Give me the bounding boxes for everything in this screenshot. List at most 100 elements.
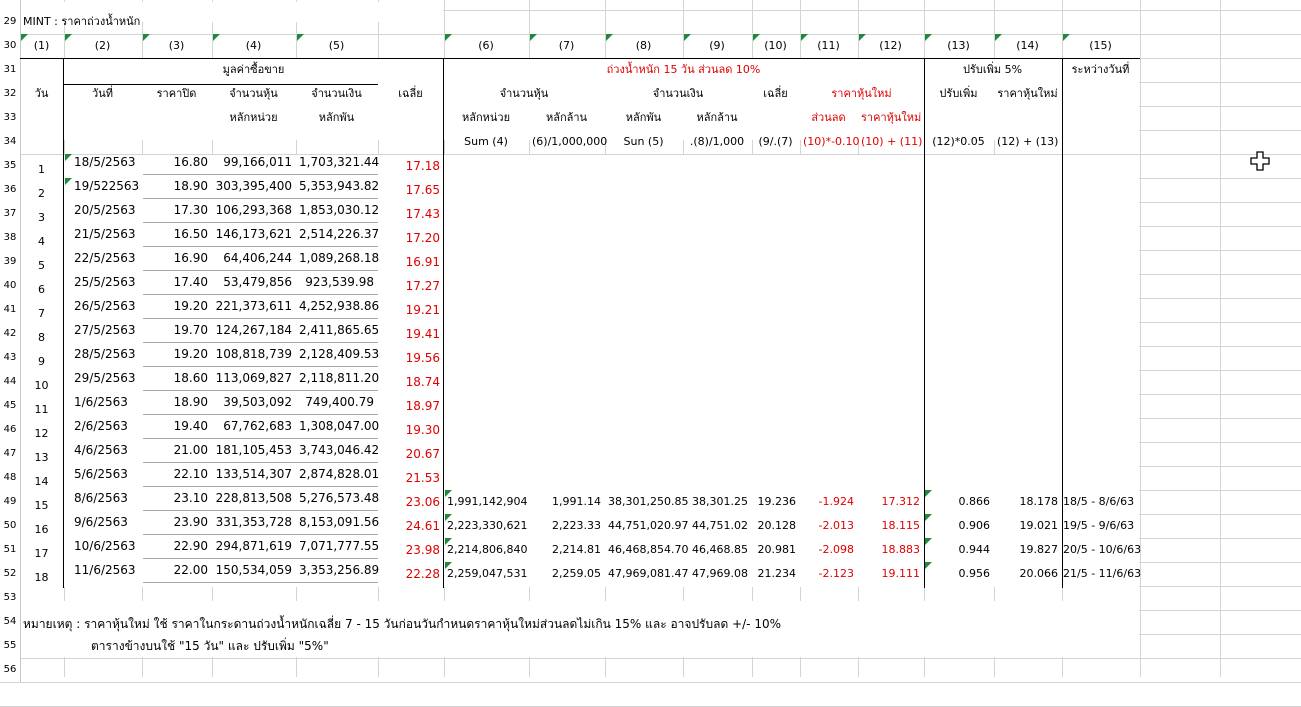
period-range[interactable]: 19/5 - 9/6/63 xyxy=(1063,519,1135,532)
row-header[interactable]: 52 xyxy=(0,562,21,586)
average-price[interactable]: 17.18 xyxy=(405,159,440,173)
day-number[interactable]: 18 xyxy=(34,571,49,584)
calc-cell[interactable]: 0.944 xyxy=(958,543,991,556)
row-header[interactable]: 33 xyxy=(0,106,21,130)
trade-date[interactable]: 26/5/2563 xyxy=(74,299,136,313)
day-number[interactable]: 15 xyxy=(34,499,49,512)
calc-cell[interactable]: 0.906 xyxy=(958,519,991,532)
row-header[interactable]: 44 xyxy=(0,370,21,394)
day-number[interactable]: 3 xyxy=(38,211,45,224)
share-volume[interactable]: 146,173,621 xyxy=(215,227,292,241)
trade-amount[interactable]: 1,308,047.00 xyxy=(299,419,380,433)
day-number[interactable]: 10 xyxy=(34,379,49,392)
close-price[interactable]: 16.90 xyxy=(173,251,208,265)
row-header[interactable]: 45 xyxy=(0,394,21,418)
trade-date[interactable]: 19/522563 xyxy=(74,179,140,193)
close-price[interactable]: 19.20 xyxy=(173,347,208,361)
unit-label[interactable]: หลักพัน xyxy=(318,111,355,124)
error-indicator-icon[interactable] xyxy=(297,34,304,41)
formula-label[interactable]: .(8)/1,000 xyxy=(689,135,745,148)
row-header[interactable]: 37 xyxy=(0,202,21,226)
row-header[interactable]: 48 xyxy=(0,466,21,490)
unit-label[interactable]: หลักล้าน xyxy=(545,111,588,124)
calc-cell[interactable]: 2,259,047,531 xyxy=(447,567,528,580)
calc-cell[interactable]: 0.866 xyxy=(958,495,991,508)
header-discount[interactable]: ส่วนลด xyxy=(811,111,846,124)
error-indicator-icon[interactable] xyxy=(65,154,72,161)
trade-amount[interactable]: 923,539.98 xyxy=(305,275,374,289)
calc-cell[interactable]: 46,468,854.70 xyxy=(608,543,689,556)
trade-amount[interactable]: 2,118,811.20 xyxy=(299,371,380,385)
share-volume[interactable]: 150,534,059 xyxy=(215,563,292,577)
share-volume[interactable]: 303,395,400 xyxy=(215,179,292,193)
trade-date[interactable]: 5/6/2563 xyxy=(74,467,128,481)
average-price[interactable]: 17.65 xyxy=(405,183,440,197)
share-volume[interactable]: 181,105,453 xyxy=(215,443,292,457)
calc-cell[interactable]: 18.115 xyxy=(881,519,921,532)
trade-amount[interactable]: 8,153,091.56 xyxy=(299,515,380,529)
column-number[interactable]: (12) xyxy=(879,39,902,52)
formula-label[interactable]: (12) + (13) xyxy=(997,135,1059,148)
close-price[interactable]: 22.10 xyxy=(173,467,208,481)
row-header[interactable]: 53 xyxy=(0,586,21,610)
column-number[interactable]: (1) xyxy=(33,39,50,52)
close-price[interactable]: 19.20 xyxy=(173,299,208,313)
calc-cell[interactable]: 44,751,020.97 xyxy=(608,519,689,532)
calc-cell[interactable]: 18.178 xyxy=(1019,495,1059,508)
error-indicator-icon[interactable] xyxy=(606,34,613,41)
row-header[interactable]: 35 xyxy=(0,154,21,178)
calc-cell[interactable]: 44,751.02 xyxy=(692,519,748,532)
calc-cell[interactable]: 2,259.05 xyxy=(552,567,601,580)
average-price[interactable]: 19.56 xyxy=(405,351,440,365)
trade-amount[interactable]: 3,353,256.89 xyxy=(299,563,380,577)
row-header[interactable]: 29 xyxy=(0,10,21,34)
period-range[interactable]: 20/5 - 10/6/63 xyxy=(1063,543,1142,556)
header-new-price[interactable]: ราคาหุ้นใหม่ xyxy=(831,87,892,100)
day-number[interactable]: 1 xyxy=(38,163,45,176)
formula-label[interactable]: (6)/1,000,000 xyxy=(532,135,608,148)
column-number[interactable]: (14) xyxy=(1016,39,1039,52)
average-price[interactable]: 22.28 xyxy=(405,567,440,581)
day-number[interactable]: 13 xyxy=(34,451,49,464)
calc-cell[interactable]: 0.956 xyxy=(958,567,991,580)
row-header[interactable]: 39 xyxy=(0,250,21,274)
row-header[interactable]: 31 xyxy=(0,58,21,82)
calc-cell[interactable]: -1.924 xyxy=(818,495,854,508)
average-price[interactable]: 17.20 xyxy=(405,231,440,245)
share-volume[interactable]: 294,871,619 xyxy=(215,539,292,553)
share-volume[interactable]: 64,406,244 xyxy=(223,251,292,265)
trade-date[interactable]: 4/6/2563 xyxy=(74,443,128,457)
row-header[interactable]: 56 xyxy=(0,658,21,682)
unit-label[interactable]: หลักหน่วย xyxy=(229,111,278,124)
close-price[interactable]: 17.40 xyxy=(173,275,208,289)
trade-date[interactable]: 21/5/2563 xyxy=(74,227,136,241)
close-price[interactable]: 18.90 xyxy=(173,395,208,409)
error-indicator-icon[interactable] xyxy=(445,562,452,569)
column-number[interactable]: (10) xyxy=(764,39,787,52)
calc-cell[interactable]: 2,214.81 xyxy=(552,543,601,556)
column-number[interactable]: (6) xyxy=(478,39,494,52)
calc-cell[interactable]: 47,969,081.47 xyxy=(608,567,689,580)
average-price[interactable]: 18.97 xyxy=(405,399,440,413)
share-volume[interactable]: 39,503,092 xyxy=(223,395,292,409)
header-close[interactable]: ราคาปิด xyxy=(156,87,197,100)
column-number[interactable]: (15) xyxy=(1089,39,1112,52)
error-indicator-icon[interactable] xyxy=(925,490,932,497)
average-price[interactable]: 19.41 xyxy=(405,327,440,341)
average-price[interactable]: 17.27 xyxy=(405,279,440,293)
row-header[interactable]: 40 xyxy=(0,274,21,298)
trade-date[interactable]: 28/5/2563 xyxy=(74,347,136,361)
formula-label[interactable]: (12)*0.05 xyxy=(932,135,985,148)
header-adjust-col[interactable]: ปรับเพิ่ม xyxy=(939,87,978,100)
share-volume[interactable]: 221,373,611 xyxy=(215,299,292,313)
note-text[interactable]: ตารางข้างบนใช้ "15 วัน" และ ปรับเพิ่ม "5… xyxy=(91,639,329,653)
row-header[interactable]: 30 xyxy=(0,34,21,58)
trade-date[interactable]: 18/5/2563 xyxy=(74,155,136,169)
calc-cell[interactable]: 1,991.14 xyxy=(552,495,601,508)
day-number[interactable]: 12 xyxy=(34,427,49,440)
error-indicator-icon[interactable] xyxy=(445,514,452,521)
trade-date[interactable]: 2/6/2563 xyxy=(74,419,128,433)
average-price[interactable]: 19.30 xyxy=(405,423,440,437)
calc-cell[interactable]: 2,214,806,840 xyxy=(447,543,528,556)
calc-cell[interactable]: 18.883 xyxy=(881,543,921,556)
